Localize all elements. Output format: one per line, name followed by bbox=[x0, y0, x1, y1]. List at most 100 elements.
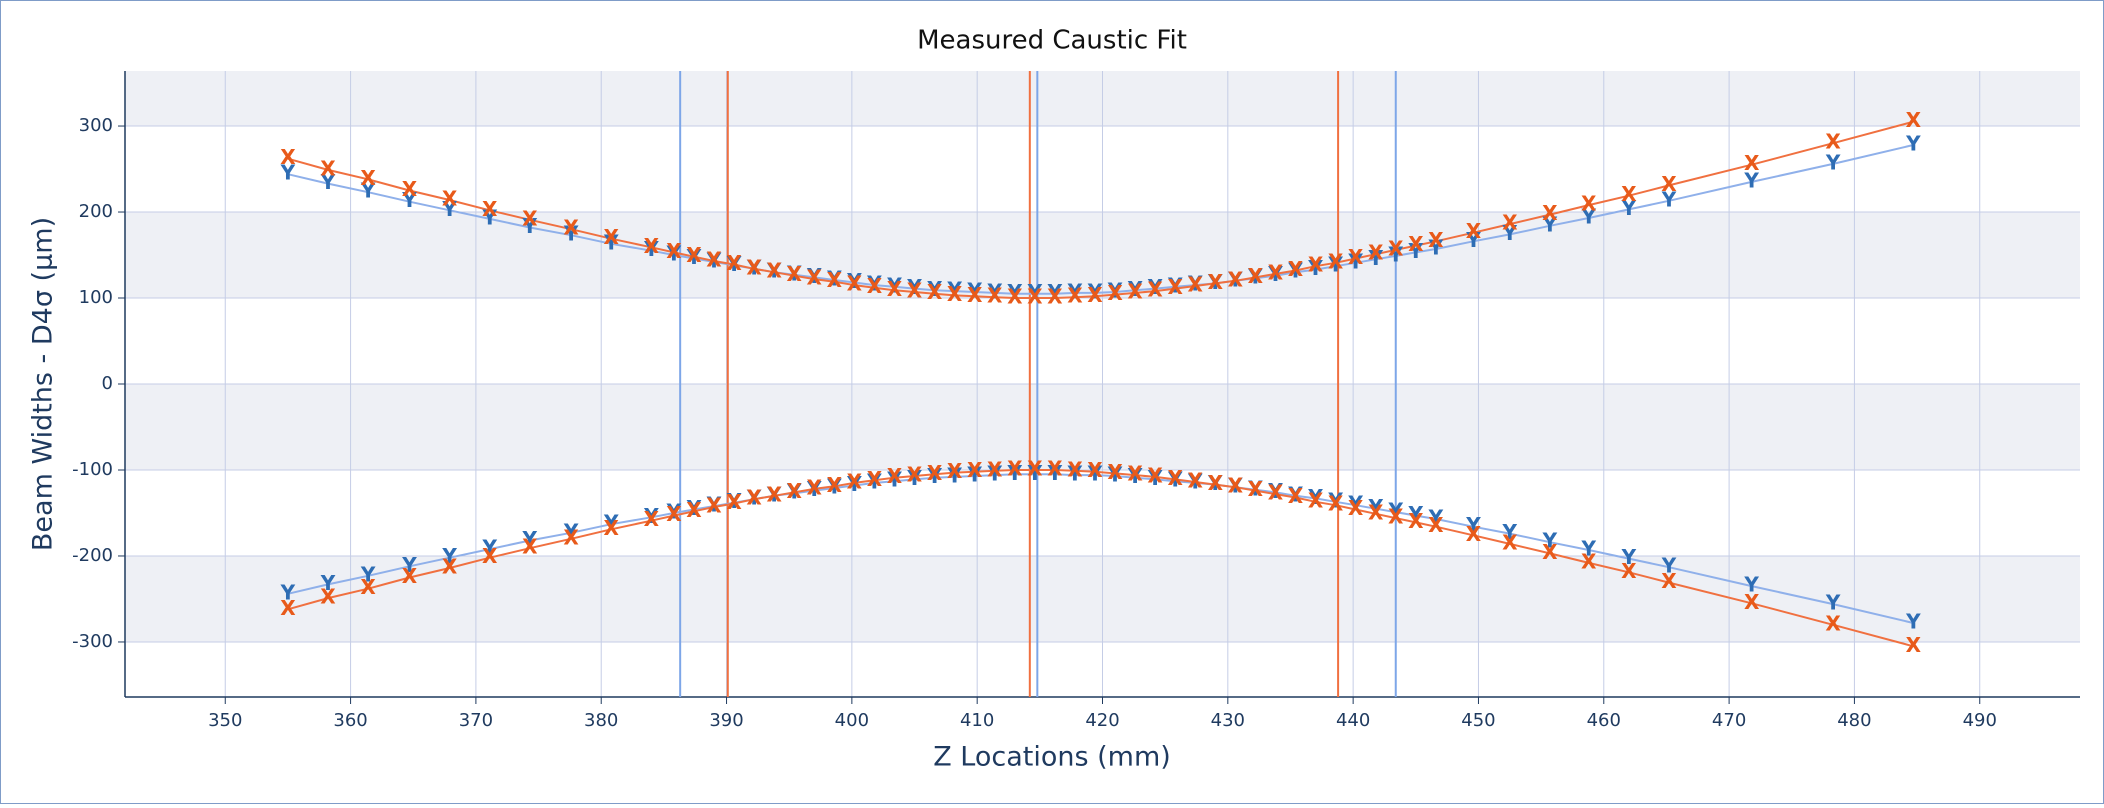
x-tick-label: 350 bbox=[208, 710, 242, 731]
marker: Y bbox=[280, 161, 296, 185]
marker: X bbox=[1466, 522, 1482, 546]
marker: X bbox=[967, 283, 983, 307]
marker: X bbox=[1248, 264, 1264, 288]
marker: Y bbox=[481, 205, 497, 229]
y-tick-label: 200 bbox=[79, 201, 113, 222]
marker: X bbox=[1127, 279, 1143, 303]
marker: Y bbox=[1227, 474, 1243, 498]
fit-line bbox=[287, 469, 1914, 648]
marker: X bbox=[1388, 236, 1404, 260]
x-tick-label: 380 bbox=[584, 710, 618, 731]
marker: Y bbox=[643, 504, 659, 528]
marker: Y bbox=[686, 496, 702, 520]
marker: Y bbox=[522, 527, 538, 551]
y-axis-title: Beam Widths - D4σ (µm) bbox=[28, 217, 59, 551]
marker: X bbox=[1288, 257, 1304, 281]
marker: Y bbox=[826, 475, 842, 499]
marker: X bbox=[947, 459, 963, 483]
marker: X bbox=[1047, 456, 1063, 480]
marker: Y bbox=[1127, 464, 1143, 488]
marker: Y bbox=[1743, 168, 1759, 192]
marker: X bbox=[1067, 457, 1083, 481]
marker: X bbox=[1027, 456, 1043, 480]
marker: X bbox=[1007, 456, 1023, 480]
marker: X bbox=[847, 469, 863, 493]
marker: Y bbox=[986, 279, 1002, 303]
marker: X bbox=[1027, 285, 1043, 309]
marker: X bbox=[807, 266, 823, 290]
marker: Y bbox=[1287, 482, 1303, 506]
marker: Y bbox=[1107, 463, 1123, 487]
marker: Y bbox=[1905, 610, 1921, 634]
marker: X bbox=[1188, 272, 1204, 296]
marker: Y bbox=[1147, 275, 1163, 299]
marker: Y bbox=[906, 275, 922, 299]
y-tick-label: -100 bbox=[72, 459, 113, 480]
marker: X bbox=[1368, 500, 1384, 524]
marker: X bbox=[1208, 270, 1224, 294]
marker: Y bbox=[1661, 554, 1677, 578]
marker: Y bbox=[1621, 196, 1637, 220]
marker: Y bbox=[522, 214, 538, 238]
marker: Y bbox=[320, 571, 336, 595]
marker: Y bbox=[666, 242, 682, 266]
x-tick-label: 440 bbox=[1336, 710, 1370, 731]
marker: Y bbox=[1167, 468, 1183, 492]
marker: Y bbox=[1267, 479, 1283, 503]
marker: Y bbox=[786, 480, 802, 504]
marker: X bbox=[280, 596, 296, 620]
marker: Y bbox=[886, 273, 902, 297]
x-tick-label: 480 bbox=[1837, 710, 1871, 731]
marker: Y bbox=[1007, 280, 1023, 304]
marker: X bbox=[644, 507, 660, 531]
x-tick-label: 360 bbox=[333, 710, 367, 731]
marker: Y bbox=[686, 245, 702, 269]
marker: Y bbox=[1247, 265, 1263, 289]
marker: X bbox=[522, 206, 538, 230]
marker: Y bbox=[966, 278, 982, 302]
marker: X bbox=[887, 277, 903, 301]
marker: Y bbox=[1661, 187, 1677, 211]
marker: X bbox=[1228, 474, 1244, 498]
marker: Y bbox=[1047, 280, 1063, 304]
marker: X bbox=[1542, 201, 1558, 225]
marker: X bbox=[927, 461, 943, 485]
marker: X bbox=[604, 516, 620, 540]
marker: Y bbox=[926, 464, 942, 488]
marker: X bbox=[402, 564, 418, 588]
marker: Y bbox=[1621, 545, 1637, 569]
marker: X bbox=[706, 248, 722, 272]
y-tick-label: -200 bbox=[72, 545, 113, 566]
marker: Y bbox=[726, 489, 742, 513]
marker: X bbox=[482, 544, 498, 568]
marker: Y bbox=[1367, 246, 1383, 270]
marker: X bbox=[787, 479, 803, 503]
marker: X bbox=[887, 464, 903, 488]
marker: X bbox=[320, 585, 336, 609]
marker: X bbox=[360, 575, 376, 599]
fit-line bbox=[287, 120, 1914, 299]
marker: X bbox=[1428, 513, 1444, 537]
marker: Y bbox=[766, 259, 782, 283]
marker: X bbox=[1268, 260, 1284, 284]
marker: Y bbox=[1825, 591, 1841, 615]
marker: X bbox=[1621, 182, 1637, 206]
marker: X bbox=[644, 234, 660, 258]
marker: X bbox=[766, 482, 782, 506]
marker: X bbox=[1167, 275, 1183, 299]
marker: Y bbox=[1743, 573, 1759, 597]
marker: Y bbox=[1207, 270, 1223, 294]
marker: Y bbox=[1087, 462, 1103, 486]
marker: X bbox=[666, 502, 682, 526]
marker: X bbox=[987, 457, 1003, 481]
marker: Y bbox=[401, 188, 417, 212]
marker: X bbox=[867, 467, 883, 491]
marker: Y bbox=[320, 170, 336, 194]
marker: X bbox=[1147, 463, 1163, 487]
marker: X bbox=[1581, 192, 1597, 216]
x-tick-label: 430 bbox=[1211, 710, 1245, 731]
marker: X bbox=[1502, 530, 1518, 554]
marker: X bbox=[1288, 484, 1304, 508]
marker: X bbox=[1906, 633, 1922, 657]
marker: X bbox=[666, 239, 682, 263]
